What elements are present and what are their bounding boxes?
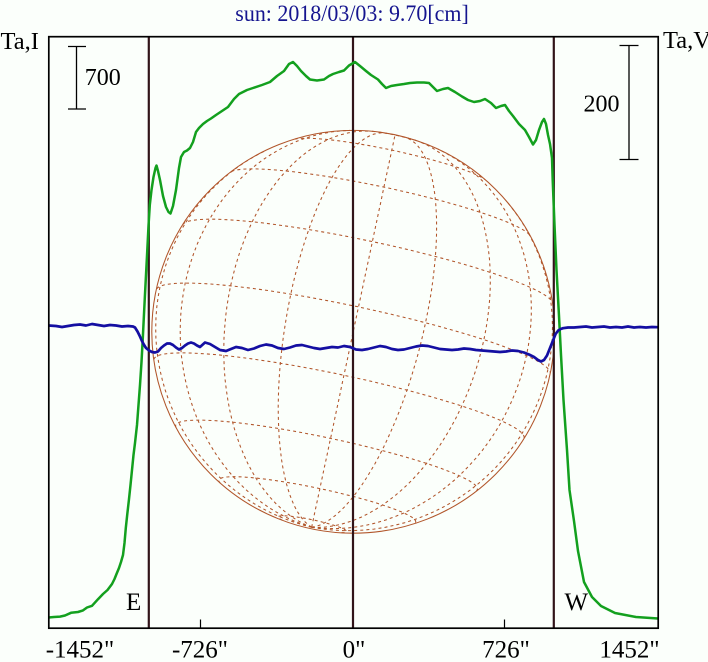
svg-text:-1452": -1452" xyxy=(46,637,115,662)
svg-text:Ta,V: Ta,V xyxy=(663,27,708,54)
svg-text:-726": -726" xyxy=(172,637,228,662)
svg-text:W: W xyxy=(565,589,589,616)
svg-text:726": 726" xyxy=(482,637,530,662)
svg-text:sun: 2018/03/03: 9.70[cm]: sun: 2018/03/03: 9.70[cm] xyxy=(235,1,468,27)
svg-text:200: 200 xyxy=(584,90,620,117)
svg-text:700: 700 xyxy=(85,64,121,91)
svg-text:1452": 1452" xyxy=(599,637,659,662)
svg-text:0": 0" xyxy=(343,637,366,662)
svg-text:Ta,I: Ta,I xyxy=(1,28,39,55)
svg-text:E: E xyxy=(126,589,141,616)
